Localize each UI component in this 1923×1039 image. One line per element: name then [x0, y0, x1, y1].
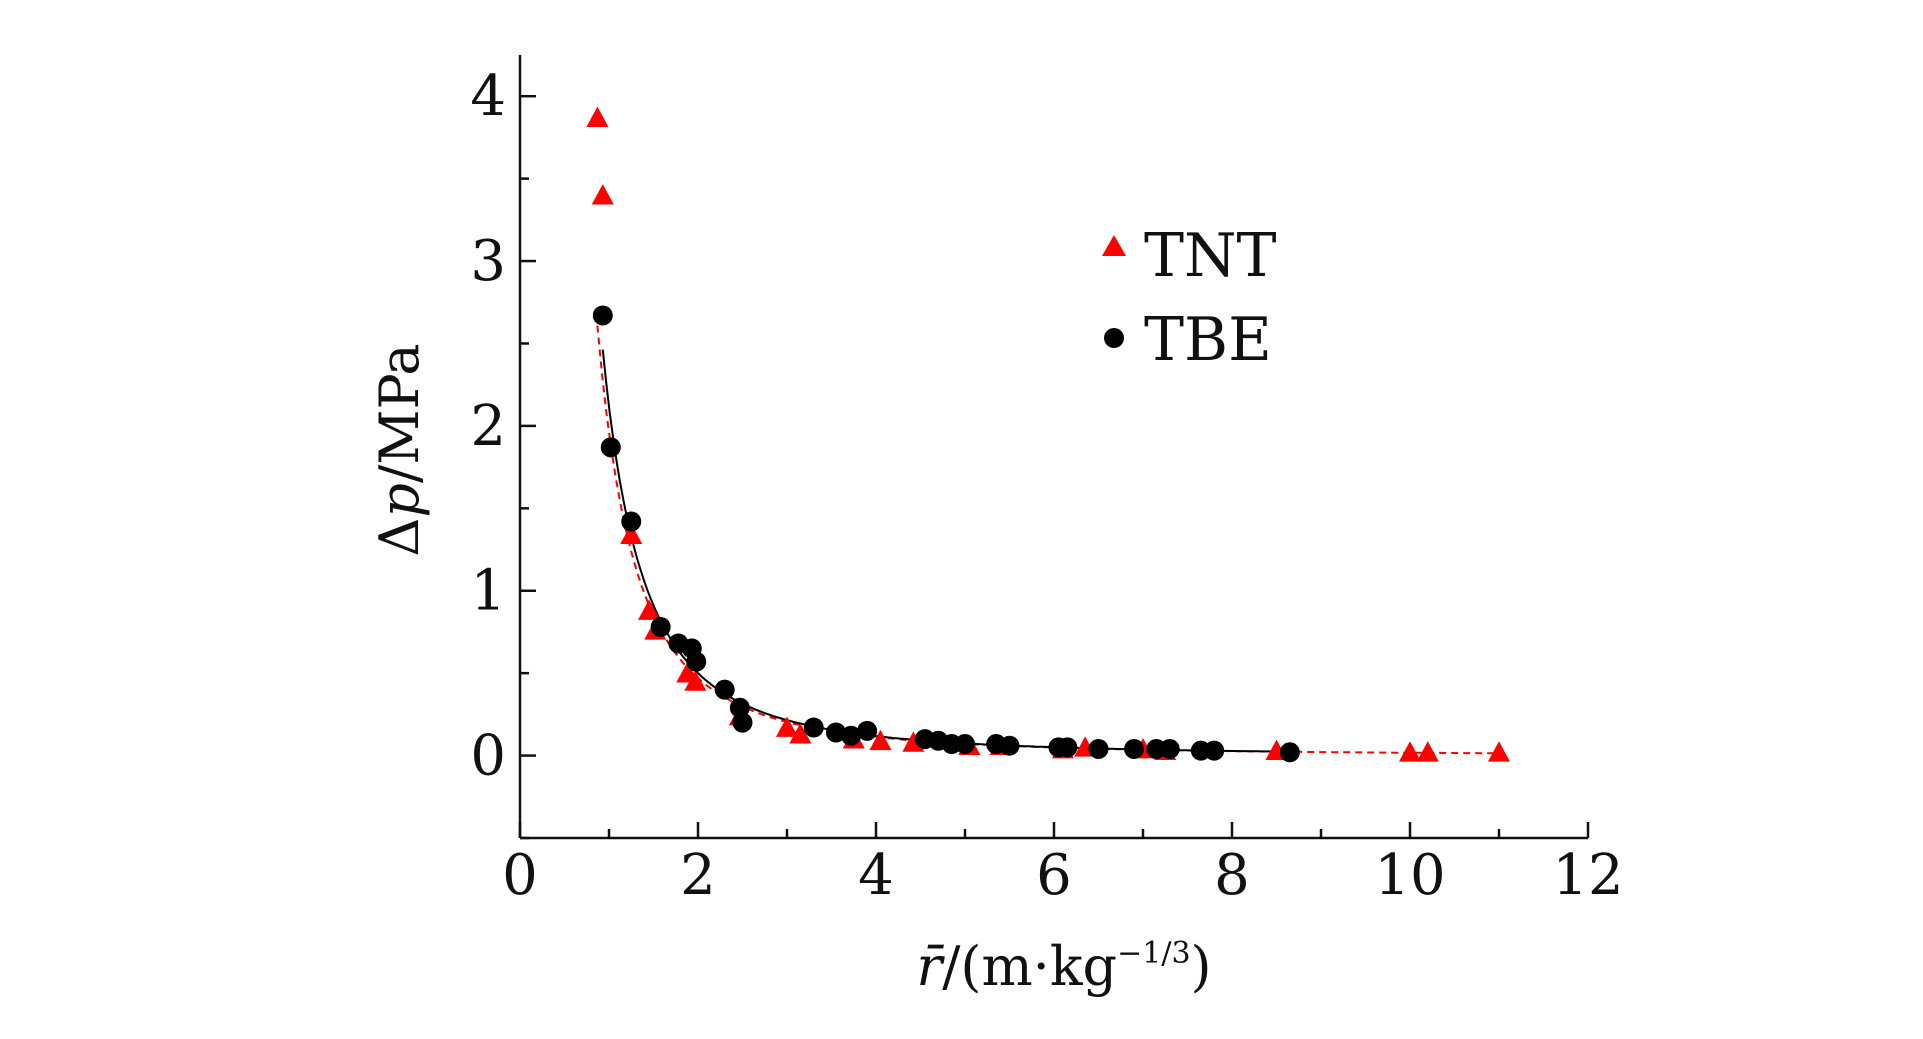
- tnt-point: [776, 716, 798, 737]
- tnt-point: [1416, 741, 1439, 762]
- tnt-point: [789, 723, 812, 744]
- x-axis-title-unit-sup: −1/3: [1117, 936, 1190, 971]
- tbe-point: [650, 617, 671, 638]
- x-tick-label: 12: [1552, 843, 1623, 908]
- x-tick-label: 4: [858, 843, 894, 908]
- tbe-point: [1159, 738, 1180, 759]
- legend-tnt-label: TNT: [1144, 221, 1277, 291]
- legend-tbe-marker: [1104, 328, 1124, 348]
- tbe-fit-line: [601, 349, 1290, 753]
- tbe-point: [729, 697, 750, 718]
- x-axis-title-slash: /: [942, 935, 961, 998]
- tbe-point: [732, 712, 753, 733]
- tnt-point: [869, 729, 892, 751]
- tbe-point: [857, 720, 878, 741]
- y-axis-title: Δp/MPa: [368, 343, 431, 556]
- tnt-point: [684, 670, 707, 691]
- x-tick-label: 6: [1036, 843, 1072, 908]
- tbe-point: [1204, 740, 1225, 761]
- tnt-points: [586, 106, 1510, 762]
- tnt-point: [591, 184, 614, 205]
- y-tick-label: 3: [470, 229, 506, 294]
- legend: TNT TBE: [1102, 221, 1277, 375]
- tnt-point: [638, 599, 661, 620]
- svg-text:Δp/MPa: Δp/MPa: [368, 343, 431, 556]
- tbe-point: [955, 734, 975, 755]
- tnt-point: [586, 106, 609, 127]
- tbe-point: [1088, 738, 1109, 759]
- y-tick-label: 1: [470, 559, 506, 624]
- legend-tbe-label: TBE: [1144, 305, 1272, 375]
- x-axis-title-symbol: r̄: [916, 935, 945, 998]
- tbe-point: [714, 679, 735, 700]
- y-tick-label: 0: [470, 724, 506, 789]
- tbe-point: [621, 511, 642, 532]
- tbe-point: [686, 651, 707, 672]
- tbe-point: [1124, 738, 1145, 759]
- x-tick-label: 0: [502, 843, 538, 908]
- tbe-point: [841, 725, 862, 746]
- tbe-point: [999, 735, 1020, 756]
- tbe-point: [1057, 737, 1078, 758]
- tbe-points: [592, 305, 1300, 763]
- y-axis-title-unit: /MPa: [368, 343, 431, 483]
- tnt-point: [620, 523, 643, 545]
- x-tick-label: 10: [1374, 843, 1445, 908]
- legend-tnt-marker: [1102, 235, 1126, 256]
- tbe-point: [600, 437, 621, 458]
- tnt-point: [1399, 741, 1421, 762]
- y-axis-title-delta: Δ: [368, 518, 431, 557]
- x-tick-label: 2: [680, 843, 716, 908]
- tbe-point: [803, 717, 824, 738]
- x-axis-title: r̄/(m·kg−1/3): [916, 935, 1211, 998]
- x-axis-title-unit-close: ): [1191, 935, 1212, 998]
- tbe-point: [1279, 742, 1300, 763]
- tbe-point: [825, 722, 846, 743]
- svg-text:r̄/(m·kg−1/3): r̄/(m·kg−1/3): [916, 935, 1211, 998]
- y-tick-label: 2: [470, 394, 506, 459]
- x-tick-label: 8: [1214, 843, 1250, 908]
- x-axis-title-unit: (m·kg: [960, 935, 1117, 998]
- tbe-point: [592, 305, 613, 326]
- tnt-point: [1488, 741, 1510, 762]
- y-tick-label: 4: [470, 64, 506, 129]
- y-axis-title-symbol: p: [368, 483, 431, 518]
